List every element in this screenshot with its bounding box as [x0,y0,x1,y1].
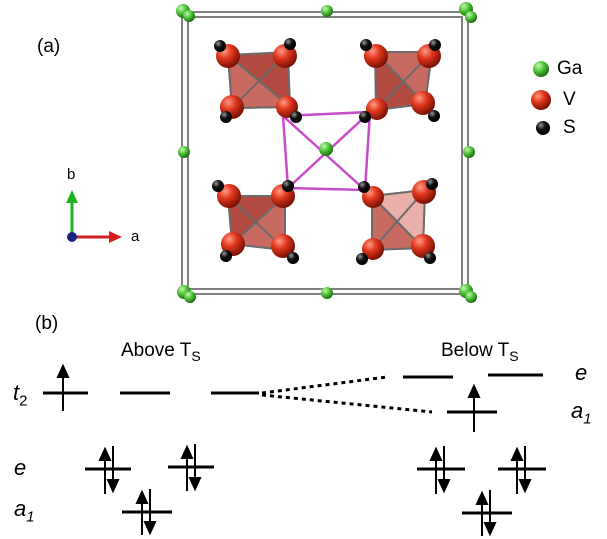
a1-label-above: a1 [14,496,35,526]
above-ts-title: Above TS [121,340,201,364]
spin-arrows [56,363,532,537]
v-atoms [216,44,441,260]
panel-b-label: (b) [35,313,59,334]
e-label-below: e [575,360,588,385]
t2-label-above: t2 [13,380,28,410]
legend-ga-symbol [533,61,549,77]
energy-levels [43,373,546,515]
panel-a-label: (a) [37,36,61,57]
axis-a-label: a [131,228,140,245]
s-atoms [212,38,441,265]
legend-s-symbol [536,121,550,135]
legend-v-label: V [563,89,576,110]
below-ts-title: Below TS [441,340,519,364]
a1-label-below: a1 [571,398,592,428]
tetrahedron-top-left [226,50,293,110]
e-label-above: e [14,455,27,480]
legend-v-symbol [531,90,551,110]
legend-s-label: S [563,117,576,138]
legend-ga-label: Ga [557,58,583,79]
axis-triad [66,190,122,243]
legend-symbols [531,61,551,135]
ga-atoms [176,2,477,303]
axis-b-label: b [67,166,76,183]
splitting-lines [261,375,433,414]
